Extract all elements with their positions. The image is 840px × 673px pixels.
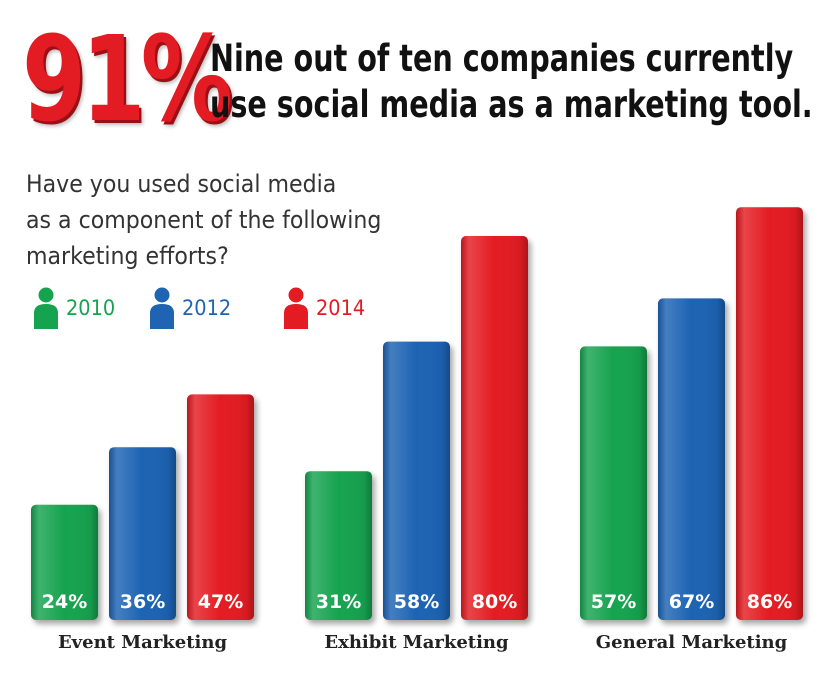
legend-label: 2010: [66, 296, 116, 320]
person-icon-head: [288, 287, 304, 303]
bar-value-label: 47%: [198, 591, 243, 613]
bar-value-label: 24%: [42, 591, 87, 613]
bar-value-label: 80%: [472, 591, 517, 613]
person-icon: [284, 287, 308, 329]
category-label: General Marketing: [596, 632, 788, 653]
bar-value-label: 58%: [394, 591, 439, 613]
person-icon: [150, 287, 174, 329]
legend-label: 2012: [182, 296, 232, 320]
person-icon-body: [284, 304, 308, 329]
bar-value-label: 31%: [316, 591, 361, 613]
bar-gloss: [658, 298, 725, 620]
headline-line-1: Nine out of ten companies currently: [210, 37, 794, 80]
person-icon: [34, 287, 58, 329]
bar-gloss: [580, 346, 647, 620]
bar-value-label: 36%: [120, 591, 165, 613]
headline-line-2: use social media as a marketing tool.: [210, 83, 813, 126]
person-icon-head: [38, 287, 54, 303]
legend-item-2010: 2010: [32, 286, 119, 330]
person-icon-body: [34, 304, 58, 329]
bar-gloss: [187, 394, 254, 620]
bar-gloss: [383, 341, 450, 620]
category-label: Event Marketing: [58, 632, 228, 653]
bar-gloss: [31, 504, 98, 620]
person-icon-body: [150, 304, 174, 329]
legend-label: 2014: [316, 296, 366, 320]
bar-gloss: [109, 447, 176, 620]
bar-value-label: 86%: [747, 591, 792, 613]
bar-value-label: 57%: [591, 591, 636, 613]
headline-text: Nine out of ten companies currently use …: [210, 36, 813, 128]
legend-item-2012: 2012: [148, 286, 235, 330]
bar-gloss: [461, 236, 528, 620]
bar-gloss: [305, 471, 372, 620]
category-label: Exhibit Marketing: [324, 632, 509, 653]
person-icon-head: [154, 287, 170, 303]
bar-value-label: 67%: [669, 591, 714, 613]
legend-item-2014: 2014: [282, 286, 369, 330]
bar-gloss: [736, 207, 803, 620]
headline-stat: 91%: [22, 10, 233, 148]
survey-question: Have you used social media as a componen…: [26, 170, 382, 270]
